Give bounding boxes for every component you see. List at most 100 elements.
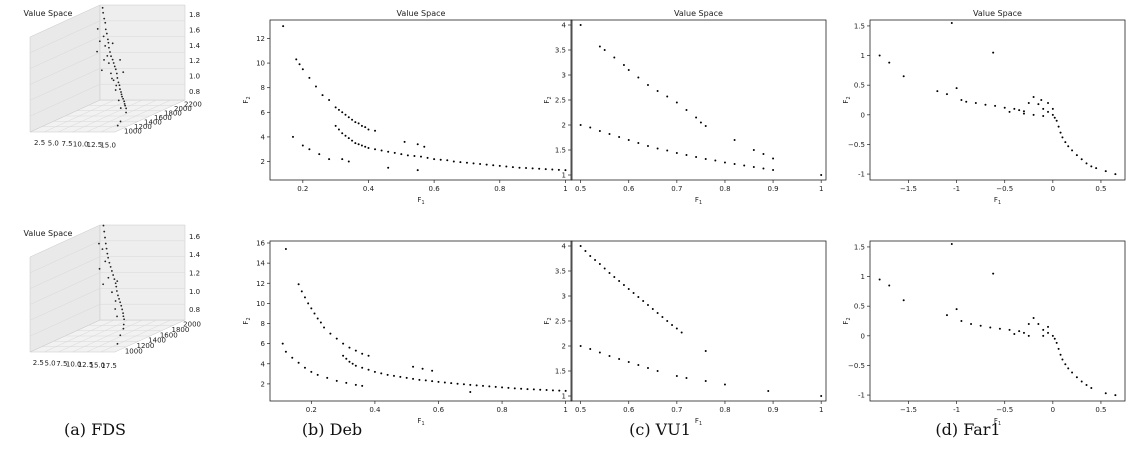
data-point [589, 348, 592, 350]
data-point [387, 166, 390, 169]
data-point [98, 40, 101, 43]
data-point [116, 342, 119, 345]
data-point [979, 324, 982, 327]
data-point [627, 361, 630, 363]
y-tick-label: 1600 [154, 114, 172, 122]
data-point [412, 377, 415, 380]
data-point [598, 45, 601, 48]
y-axis-label: F2 [842, 317, 852, 324]
x-tick-label: 0.2 [297, 185, 308, 193]
data-point [651, 308, 654, 310]
data-point [308, 148, 311, 151]
data-point [114, 89, 117, 91]
data-point [544, 168, 547, 171]
data-point [704, 350, 707, 352]
caption-deb: (b) Deb [301, 420, 363, 439]
data-point [1057, 347, 1060, 350]
x-tick-label: 1 [563, 406, 567, 414]
data-point [622, 64, 625, 66]
data-point [820, 174, 823, 176]
data-point [608, 133, 611, 135]
y-tick-label: 10 [256, 60, 265, 68]
data-point [341, 111, 344, 114]
data-point [1064, 363, 1067, 366]
data-point [494, 385, 497, 388]
y-tick-label: -1 [858, 171, 865, 179]
data-point [526, 388, 529, 391]
data-point [111, 42, 114, 45]
data-point [439, 158, 442, 161]
x-tick-label: 2.5 [34, 139, 45, 147]
data-point [1018, 330, 1021, 333]
data-point [469, 383, 472, 386]
y-tick-label: -1 [858, 392, 865, 400]
y-tick-label: 3 [562, 293, 566, 301]
data-point [308, 76, 311, 79]
data-point [762, 153, 765, 155]
y-tick-label: 2 [261, 158, 265, 166]
data-point [557, 168, 560, 171]
y-tick-label: 2.5 [555, 97, 566, 105]
data-point [103, 58, 105, 61]
data-point [1042, 107, 1045, 110]
y-tick-label: 1800 [164, 109, 182, 117]
data-point [518, 166, 521, 169]
data-point [282, 25, 285, 28]
caption-far1: (d) Far1 [935, 420, 1001, 439]
data-point [112, 62, 115, 64]
data-point [618, 136, 621, 138]
data-point [357, 122, 360, 125]
z-tick-label: 1.2 [189, 270, 200, 278]
x-axis-label: F1 [695, 417, 702, 427]
data-point [1059, 131, 1062, 134]
data-point [120, 91, 122, 93]
data-point [424, 379, 427, 382]
y-tick-label: 14 [256, 260, 265, 268]
data-point [335, 379, 338, 382]
data-point [998, 327, 1001, 330]
data-point [511, 166, 514, 169]
y-tick-label: 3 [562, 72, 566, 80]
y-tick-label: 0 [861, 111, 865, 119]
x-tick-label: 0.8 [719, 406, 730, 414]
data-point [111, 77, 113, 80]
data-point [1055, 119, 1058, 122]
y-tick-label: 0.5 [854, 303, 865, 311]
data-point [297, 283, 300, 286]
y-tick-label: 0.5 [854, 82, 865, 90]
data-point [656, 312, 659, 314]
panel-far1-top: Value Space −1.5 -1 −0.5 0 0.5 -1 −0.5 0 0.5 1 1.5 F… [842, 9, 1126, 206]
data-point [1067, 145, 1070, 148]
data-point [295, 58, 298, 61]
data-point [108, 261, 111, 264]
data-point [695, 116, 698, 119]
data-point [646, 304, 649, 306]
data-point [102, 283, 105, 286]
y-tick-label: 4 [562, 243, 567, 251]
data-point [116, 77, 119, 79]
data-point [386, 373, 389, 376]
data-point [119, 120, 122, 123]
data-point [498, 164, 501, 167]
data-point [465, 161, 468, 164]
panel-far1-bottom: −1.5 -1 −0.5 0 0.5 -1 −0.5 0 0.5 1 1.5 F1 F2 [842, 240, 1126, 427]
data-point [1003, 106, 1006, 109]
data-point [101, 248, 104, 251]
data-point [119, 334, 122, 337]
x-tick-label: 0.8 [719, 185, 730, 193]
data-point [403, 140, 406, 143]
data-point [950, 21, 953, 24]
data-point [945, 314, 948, 317]
y-tick-label: 2000 [183, 321, 201, 329]
grid-line [29, 52, 101, 85]
data-point [1080, 158, 1083, 161]
data-point [666, 95, 669, 98]
y-tick-label: 1600 [160, 331, 178, 339]
data-point [594, 259, 597, 261]
data-point [685, 377, 688, 379]
data-point [525, 167, 528, 170]
y-tick-label: 3.5 [555, 47, 566, 55]
data-point [111, 291, 113, 294]
data-point [344, 113, 347, 116]
data-point [613, 56, 616, 59]
